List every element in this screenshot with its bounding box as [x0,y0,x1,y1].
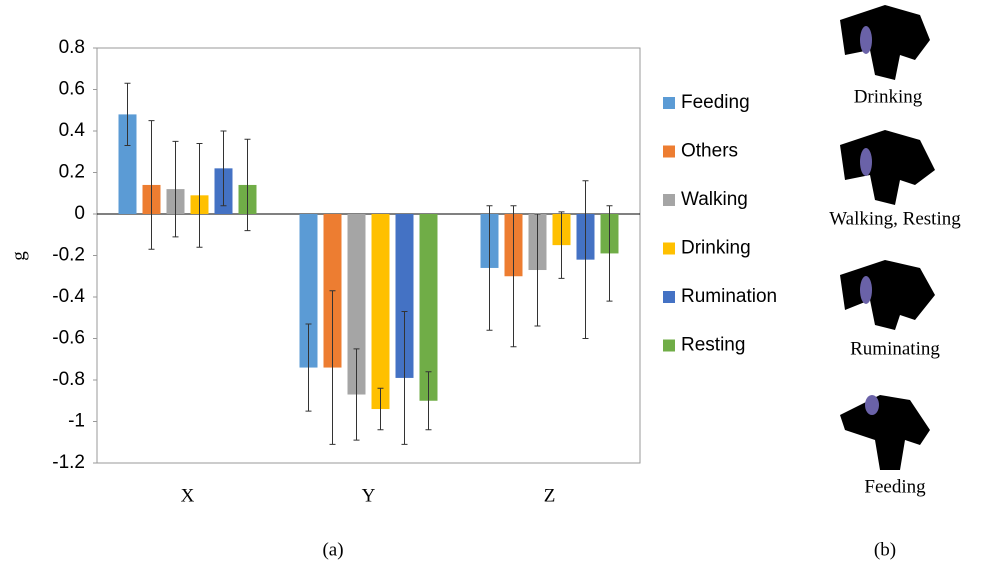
bar [299,214,318,368]
legend-swatch [663,242,675,255]
collar [865,395,879,415]
error-bar [329,290,336,445]
y-tick-label: 0.2 [59,162,85,183]
y-tick-label: 0.6 [59,79,85,100]
error-bar [510,205,517,348]
error-bar [582,180,589,339]
y-tick-label: 0 [74,203,85,224]
error-bar [486,205,493,331]
bar [118,114,137,214]
cow-silhouette [840,260,935,330]
error-bar [558,211,565,279]
legend-label: Others [681,141,738,162]
error-bar [401,311,408,445]
legend-label: Resting [681,335,745,356]
legend-label: Rumination [681,286,777,307]
legend-label: Drinking [681,238,751,259]
plot-frame [96,47,641,464]
y-axis-label: g [8,251,29,261]
bar [347,214,366,395]
y-tick-label: -0.6 [52,328,85,349]
y-tick-label: -1 [68,411,85,432]
y-tick-label: -0.8 [52,369,85,390]
error-bar [220,130,227,207]
bar [395,214,414,378]
error-bar [172,140,179,238]
caption: (a) [322,539,343,560]
legend-swatch [663,145,675,158]
collar [860,26,872,54]
legend-swatch [663,97,675,109]
error-bar [148,120,155,250]
panel-label: Feeding [864,476,926,497]
legend-swatch [663,339,675,352]
panel-label: Walking, Resting [829,208,961,229]
legend-label: Feeding [681,92,750,113]
panel-label: Ruminating [850,338,940,359]
x-tick-label: Z [544,485,556,506]
error-bar [244,138,251,232]
x-tick-label: Y [362,485,376,506]
legend-label: Walking [681,189,748,210]
cow-silhouette [840,5,930,80]
error-bar [534,213,541,327]
x-tick-label: X [181,485,195,506]
y-tick-label: -1.2 [52,452,85,473]
panel-label: Drinking [854,86,923,107]
bar [419,214,438,401]
y-tick-label: 0.4 [59,120,86,141]
cow-silhouette [840,130,935,205]
error-bar [425,371,432,431]
error-bar [353,348,360,441]
y-tick-label: 0.8 [59,37,85,58]
error-bar [124,82,131,147]
error-bar [377,387,384,431]
legend-swatch [663,291,675,303]
legend-swatch [663,194,675,206]
collar [860,148,872,176]
error-bar [606,205,613,302]
silhouettes [840,5,935,470]
bar [371,214,390,410]
error-bar [196,142,203,248]
caption: (b) [874,539,896,560]
y-tick-label: -0.4 [52,286,85,307]
cow-silhouette [840,395,930,470]
error-bar [305,323,312,412]
y-tick-label: -0.2 [52,245,85,266]
collar [860,276,872,304]
